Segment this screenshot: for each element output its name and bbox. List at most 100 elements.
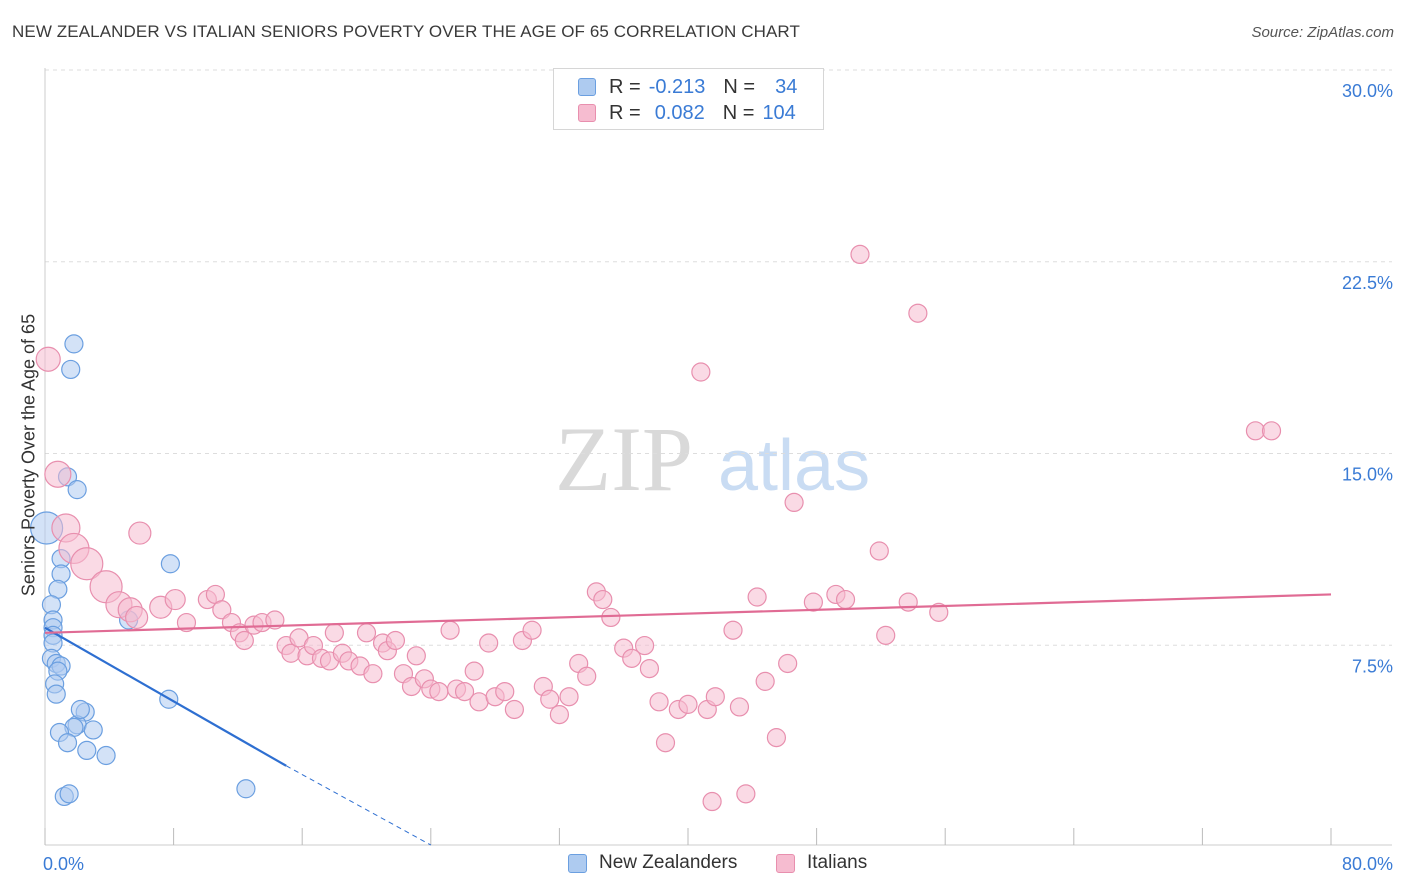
new-zealander-point xyxy=(96,745,116,766)
new-zealander-trendline xyxy=(44,626,287,767)
r-value: -0.213 xyxy=(648,75,706,98)
new-zealander-point xyxy=(236,779,256,799)
r-label: R = xyxy=(609,75,641,98)
new-zealander-point xyxy=(59,784,79,804)
italian-point xyxy=(784,492,804,513)
n-value: 104 xyxy=(762,101,796,124)
italian-point xyxy=(125,605,149,630)
italian-point xyxy=(678,694,698,714)
italian-point xyxy=(479,633,499,653)
y-tick-label: 15.0% xyxy=(1342,465,1393,485)
r-value: 0.082 xyxy=(654,101,705,124)
italian-point xyxy=(406,646,426,666)
y-tick-label: 7.5% xyxy=(1352,656,1393,676)
italian-point xyxy=(723,620,743,640)
italian-point xyxy=(324,623,344,643)
legend-row-italians: R = 0.082 N = 104 xyxy=(578,101,796,125)
bottom-legend-new-zealanders[interactable]: New Zealanders xyxy=(568,852,737,874)
italian-point xyxy=(549,705,570,725)
italian-point xyxy=(454,681,475,702)
new-zealander-point xyxy=(64,334,84,354)
italians-swatch xyxy=(578,104,596,122)
italian-point xyxy=(747,587,767,607)
italian-point xyxy=(778,653,798,674)
italian-point xyxy=(577,666,597,686)
chart-title: NEW ZEALANDER VS ITALIAN SENIORS POVERTY… xyxy=(12,22,800,41)
italian-point xyxy=(869,541,889,561)
new-zealander-point xyxy=(70,699,90,720)
watermark-atlas: atlas xyxy=(718,426,870,506)
italian-point xyxy=(70,547,104,581)
italian-point xyxy=(702,791,722,812)
italian-point xyxy=(850,244,870,265)
italian-point xyxy=(440,620,460,640)
italian-point xyxy=(634,635,655,656)
italian-point xyxy=(649,692,669,712)
italian-point xyxy=(593,589,613,610)
new-zealander-point xyxy=(61,359,81,380)
italian-point xyxy=(385,630,406,651)
italian-point xyxy=(128,521,152,545)
italian-point xyxy=(363,664,383,684)
italian-point xyxy=(1245,421,1266,441)
italian-point xyxy=(504,699,524,720)
new-zealander-point xyxy=(83,720,103,740)
y-tick-label: 22.5% xyxy=(1342,273,1393,293)
italian-point xyxy=(908,303,928,323)
bottom-legend-italians[interactable]: Italians xyxy=(776,852,867,874)
new-zealanders-swatch xyxy=(568,853,587,873)
new-zealander-point xyxy=(46,684,66,704)
new-zealander-trendline-extension xyxy=(285,765,432,846)
italian-point xyxy=(540,689,560,709)
italian-point xyxy=(164,588,186,611)
italian-point xyxy=(1261,421,1282,441)
legend-row-new-zealanders: R = -0.213 N = 34 xyxy=(578,75,797,99)
italian-point xyxy=(35,346,61,372)
italian-point xyxy=(876,625,896,645)
italian-point xyxy=(44,460,72,488)
new-zealander-point xyxy=(67,480,87,500)
italian-point xyxy=(495,681,515,702)
new-zealander-point xyxy=(77,740,97,761)
y-axis-label: Seniors Poverty Over the Age of 65 xyxy=(18,313,39,597)
y-tick-label: 30.0% xyxy=(1342,81,1393,101)
n-label: N = xyxy=(722,101,755,124)
italian-point xyxy=(429,681,449,702)
italian-point xyxy=(691,362,711,382)
n-label: N = xyxy=(723,75,756,98)
watermark-zip: ZIP xyxy=(555,408,693,510)
x-tick-label: 0.0% xyxy=(43,854,84,874)
n-value: 34 xyxy=(775,75,798,98)
italian-point xyxy=(803,592,823,612)
italian-point xyxy=(705,687,725,707)
italian-point xyxy=(234,630,254,651)
new-zealanders-swatch xyxy=(578,78,596,96)
italian-point xyxy=(755,671,775,691)
italian-point xyxy=(898,592,918,612)
italian-point xyxy=(929,602,949,622)
stats-legend: R = -0.213 N = 34 R = 0.082 N = 104 xyxy=(553,68,824,130)
italian-point xyxy=(622,648,642,668)
series-name: Italians xyxy=(807,852,868,873)
italian-point xyxy=(559,687,579,707)
italians-swatch xyxy=(776,853,795,873)
x-tick-label: 80.0% xyxy=(1342,854,1393,874)
source-label: Source: ZipAtlas.com xyxy=(1251,24,1394,41)
series-name: New Zealanders xyxy=(599,852,738,873)
italian-trendline xyxy=(44,593,1332,634)
italian-point xyxy=(469,692,489,712)
italian-point xyxy=(639,658,660,679)
italian-point xyxy=(522,620,542,640)
italian-point xyxy=(265,610,285,630)
new-zealander-point xyxy=(57,733,78,753)
italian-point xyxy=(729,697,750,717)
italian-point xyxy=(601,607,621,628)
italian-point xyxy=(176,612,197,633)
italian-point xyxy=(356,623,377,643)
italian-point xyxy=(835,589,856,610)
italian-point xyxy=(766,728,787,748)
new-zealander-point xyxy=(160,554,180,574)
r-label: R = xyxy=(609,101,641,124)
italian-point xyxy=(655,733,676,753)
